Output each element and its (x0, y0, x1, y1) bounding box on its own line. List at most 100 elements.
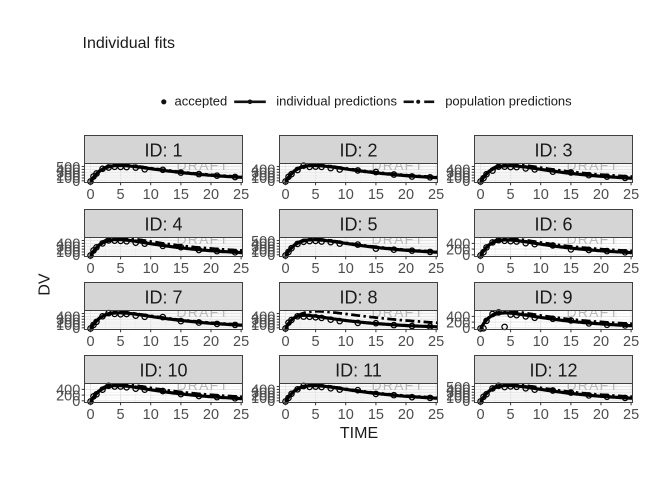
svg-text:15: 15 (563, 334, 579, 350)
svg-text:500: 500 (56, 160, 80, 176)
svg-text:DRAFT: DRAFT (177, 231, 230, 247)
svg-text:15: 15 (563, 407, 579, 423)
svg-text:5: 5 (312, 407, 320, 423)
svg-text:0: 0 (281, 261, 289, 277)
svg-text:20: 20 (398, 261, 414, 277)
svg-text:0: 0 (281, 407, 289, 423)
svg-text:ID: 10: ID: 10 (139, 361, 187, 381)
svg-text:10: 10 (143, 407, 159, 423)
svg-text:10: 10 (338, 261, 354, 277)
svg-text:20: 20 (203, 334, 219, 350)
svg-text:5: 5 (117, 187, 125, 203)
svg-text:0: 0 (462, 248, 470, 264)
svg-text:15: 15 (368, 334, 384, 350)
svg-text:100: 100 (56, 171, 80, 187)
svg-text:20: 20 (593, 407, 609, 423)
svg-text:individual predictions: individual predictions (276, 94, 397, 109)
svg-text:25: 25 (623, 187, 639, 203)
svg-text:0: 0 (86, 261, 94, 277)
svg-text:20: 20 (398, 334, 414, 350)
svg-text:0: 0 (267, 248, 275, 264)
svg-text:300: 300 (251, 165, 275, 181)
svg-text:25: 25 (428, 334, 444, 350)
svg-text:15: 15 (173, 407, 189, 423)
svg-text:0: 0 (267, 394, 275, 410)
svg-text:0: 0 (476, 187, 484, 203)
svg-text:5: 5 (507, 187, 515, 203)
svg-text:25: 25 (428, 407, 444, 423)
svg-text:200: 200 (446, 315, 470, 331)
svg-text:5: 5 (312, 187, 320, 203)
svg-text:25: 25 (428, 187, 444, 203)
svg-text:0: 0 (267, 321, 275, 337)
svg-text:0: 0 (72, 321, 80, 337)
svg-text:300: 300 (56, 239, 80, 255)
svg-text:population predictions: population predictions (445, 94, 572, 109)
svg-text:DRAFT: DRAFT (372, 157, 425, 173)
svg-text:ID: 1: ID: 1 (144, 141, 182, 161)
svg-text:ID: 2: ID: 2 (339, 141, 377, 161)
svg-text:15: 15 (173, 187, 189, 203)
svg-text:ID: 8: ID: 8 (339, 288, 377, 308)
svg-text:DRAFT: DRAFT (567, 377, 620, 393)
svg-text:200: 200 (251, 315, 275, 331)
svg-text:100: 100 (251, 245, 275, 261)
svg-text:0: 0 (267, 174, 275, 190)
svg-text:10: 10 (143, 261, 159, 277)
svg-text:0: 0 (281, 187, 289, 203)
svg-text:20: 20 (203, 187, 219, 203)
svg-text:DRAFT: DRAFT (567, 231, 620, 247)
svg-text:100: 100 (251, 391, 275, 407)
svg-text:20: 20 (203, 261, 219, 277)
svg-text:5: 5 (117, 334, 125, 350)
svg-text:DRAFT: DRAFT (177, 304, 230, 320)
svg-text:DRAFT: DRAFT (372, 304, 425, 320)
svg-text:400: 400 (446, 383, 470, 399)
svg-text:10: 10 (338, 187, 354, 203)
svg-text:25: 25 (233, 261, 249, 277)
svg-text:400: 400 (56, 237, 80, 253)
svg-text:0: 0 (281, 334, 289, 350)
svg-text:200: 200 (251, 168, 275, 184)
svg-text:300: 300 (446, 385, 470, 401)
svg-text:300: 300 (251, 312, 275, 328)
svg-text:ID: 7: ID: 7 (144, 288, 182, 308)
svg-text:20: 20 (593, 187, 609, 203)
svg-text:300: 300 (56, 312, 80, 328)
svg-text:400: 400 (446, 237, 470, 253)
svg-text:100: 100 (446, 391, 470, 407)
svg-text:10: 10 (143, 334, 159, 350)
svg-text:ID: 5: ID: 5 (339, 215, 377, 235)
svg-text:25: 25 (233, 187, 249, 203)
svg-text:10: 10 (143, 187, 159, 203)
svg-text:15: 15 (173, 334, 189, 350)
svg-text:200: 200 (56, 388, 80, 404)
svg-text:0: 0 (462, 321, 470, 337)
svg-text:DRAFT: DRAFT (372, 231, 425, 247)
svg-text:20: 20 (398, 187, 414, 203)
svg-text:300: 300 (251, 385, 275, 401)
svg-text:0: 0 (72, 394, 80, 410)
svg-text:15: 15 (368, 261, 384, 277)
svg-text:0: 0 (86, 407, 94, 423)
svg-text:20: 20 (593, 334, 609, 350)
svg-text:ID: 9: ID: 9 (534, 288, 572, 308)
svg-text:300: 300 (56, 165, 80, 181)
svg-text:10: 10 (338, 334, 354, 350)
svg-text:DRAFT: DRAFT (567, 157, 620, 173)
svg-text:15: 15 (563, 261, 579, 277)
svg-text:5: 5 (117, 261, 125, 277)
svg-text:DRAFT: DRAFT (372, 377, 425, 393)
svg-text:ID: 6: ID: 6 (534, 215, 572, 235)
svg-text:400: 400 (56, 310, 80, 326)
svg-text:DRAFT: DRAFT (567, 304, 620, 320)
svg-text:100: 100 (251, 171, 275, 187)
svg-text:DV: DV (37, 273, 54, 296)
svg-text:DRAFT: DRAFT (177, 377, 230, 393)
svg-text:5: 5 (117, 407, 125, 423)
svg-text:15: 15 (173, 261, 189, 277)
svg-text:0: 0 (72, 248, 80, 264)
svg-text:DRAFT: DRAFT (177, 157, 230, 173)
svg-text:20: 20 (398, 407, 414, 423)
svg-text:5: 5 (507, 261, 515, 277)
